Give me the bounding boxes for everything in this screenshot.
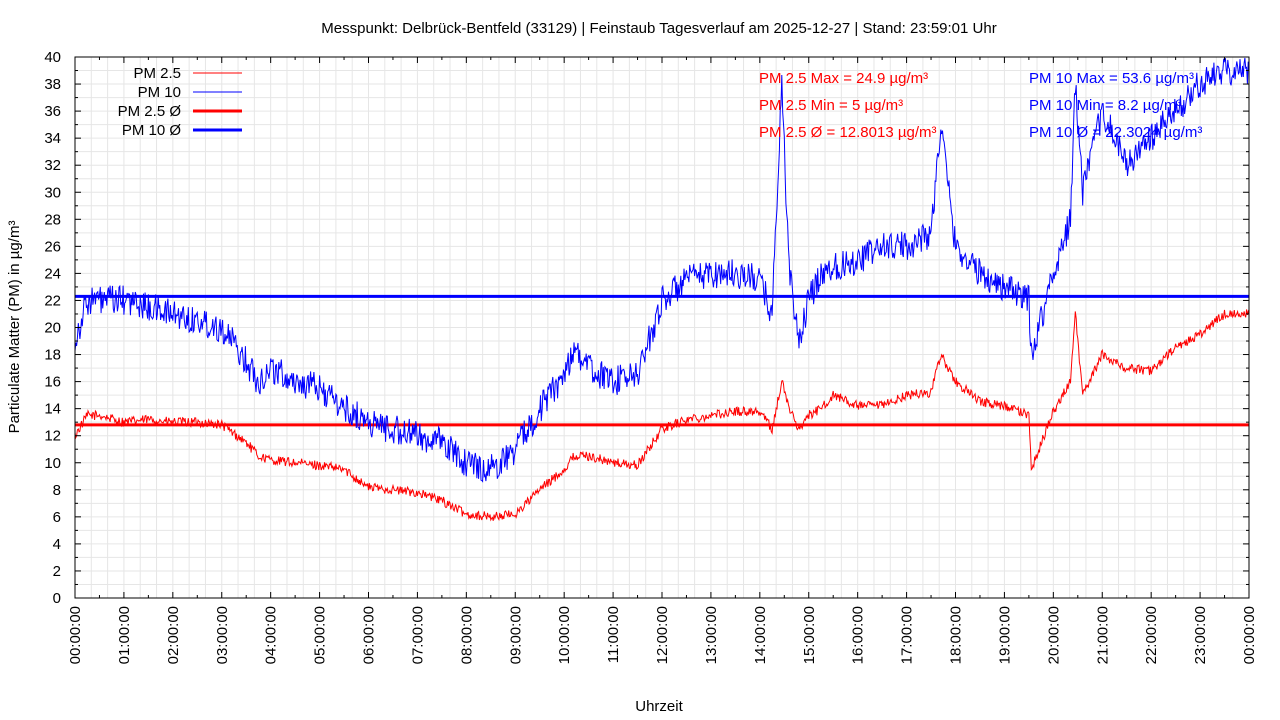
stat-annotation: PM 2.5 Max = 24.9 µg/m³ xyxy=(759,70,928,87)
x-tick-label: 03:00:00 xyxy=(214,606,231,664)
legend: PM 2.5 PM 10 PM 2.5 Ø PM 10 Ø xyxy=(118,65,242,139)
x-tick-label: 18:00:00 xyxy=(948,606,965,664)
x-tick-label: 06:00:00 xyxy=(361,606,378,664)
tick-labels: 024681012141618202224262830323436384000:… xyxy=(44,49,1258,664)
y-tick-label: 34 xyxy=(44,130,61,147)
x-tick-label: 15:00:00 xyxy=(801,606,818,664)
x-tick-label: 13:00:00 xyxy=(703,606,720,664)
y-tick-label: 30 xyxy=(44,184,61,201)
y-tick-label: 26 xyxy=(44,238,61,255)
y-tick-label: 18 xyxy=(44,347,61,364)
y-tick-label: 2 xyxy=(53,563,61,580)
y-tick-label: 12 xyxy=(44,428,61,445)
series-line xyxy=(74,309,1250,522)
stat-annotation: PM 10 Min = 8.2 µg/m³ xyxy=(1029,97,1181,114)
y-tick-label: 40 xyxy=(44,49,61,66)
x-tick-label: 05:00:00 xyxy=(312,606,329,664)
y-tick-label: 38 xyxy=(44,76,61,93)
x-tick-label: 04:00:00 xyxy=(263,606,280,664)
y-tick-label: 8 xyxy=(53,482,61,499)
legend-label: PM 2.5 Ø xyxy=(118,103,182,120)
x-tick-label: 20:00:00 xyxy=(1045,606,1062,664)
series-line xyxy=(74,57,1250,483)
stat-annotation: PM 2.5 Min = 5 µg/m³ xyxy=(759,97,903,114)
x-tick-label: 22:00:00 xyxy=(1143,606,1160,664)
y-tick-label: 22 xyxy=(44,292,61,309)
y-tick-label: 24 xyxy=(44,265,61,282)
x-tick-label: 11:00:00 xyxy=(605,606,622,663)
x-tick-label: 23:00:00 xyxy=(1192,606,1209,664)
x-tick-label: 19:00:00 xyxy=(996,606,1013,664)
x-tick-label: 16:00:00 xyxy=(850,606,867,664)
y-tick-label: 4 xyxy=(53,536,61,553)
y-tick-label: 20 xyxy=(44,320,61,337)
stat-annotation: PM 10 Max = 53.6 µg/m³ xyxy=(1029,70,1194,87)
x-tick-label: 01:00:00 xyxy=(116,606,133,664)
x-tick-label: 14:00:00 xyxy=(752,606,769,664)
x-tick-label: 09:00:00 xyxy=(507,606,524,664)
y-tick-label: 16 xyxy=(44,374,61,391)
x-tick-label: 07:00:00 xyxy=(409,606,426,664)
x-axis-label: Uhrzeit xyxy=(635,698,683,715)
x-tick-label: 00:00:00 xyxy=(67,606,84,664)
y-tick-label: 36 xyxy=(44,103,61,120)
legend-label: PM 10 Ø xyxy=(122,122,182,139)
axes xyxy=(74,56,1250,599)
y-axis-label: Particulate Matter (PM) in µg/m³ xyxy=(6,221,23,434)
y-tick-label: 0 xyxy=(53,590,61,607)
x-tick-label: 00:00:00 xyxy=(1241,606,1258,664)
y-tick-label: 10 xyxy=(44,455,61,472)
x-tick-label: 10:00:00 xyxy=(556,606,573,664)
x-tick-label: 17:00:00 xyxy=(899,606,916,664)
y-tick-label: 14 xyxy=(44,401,61,418)
x-tick-label: 21:00:00 xyxy=(1094,606,1111,664)
y-tick-label: 32 xyxy=(44,157,61,174)
chart-title: Messpunkt: Delbrück-Bentfeld (33129) | F… xyxy=(321,20,996,37)
x-tick-label: 12:00:00 xyxy=(654,606,671,664)
y-tick-label: 6 xyxy=(53,509,61,526)
x-tick-label: 02:00:00 xyxy=(165,606,182,664)
legend-label: PM 2.5 xyxy=(133,65,181,82)
stat-annotation: PM 10 Ø = 22.3024 µg/m³ xyxy=(1029,124,1202,141)
y-tick-label: 28 xyxy=(44,211,61,228)
x-tick-label: 08:00:00 xyxy=(458,606,475,664)
stat-annotation: PM 2.5 Ø = 12.8013 µg/m³ xyxy=(759,124,936,141)
legend-label: PM 10 xyxy=(138,84,181,101)
stats-annotations: PM 2.5 Max = 24.9 µg/m³ PM 2.5 Min = 5 µg… xyxy=(759,70,1202,141)
series-lines xyxy=(74,57,1250,522)
